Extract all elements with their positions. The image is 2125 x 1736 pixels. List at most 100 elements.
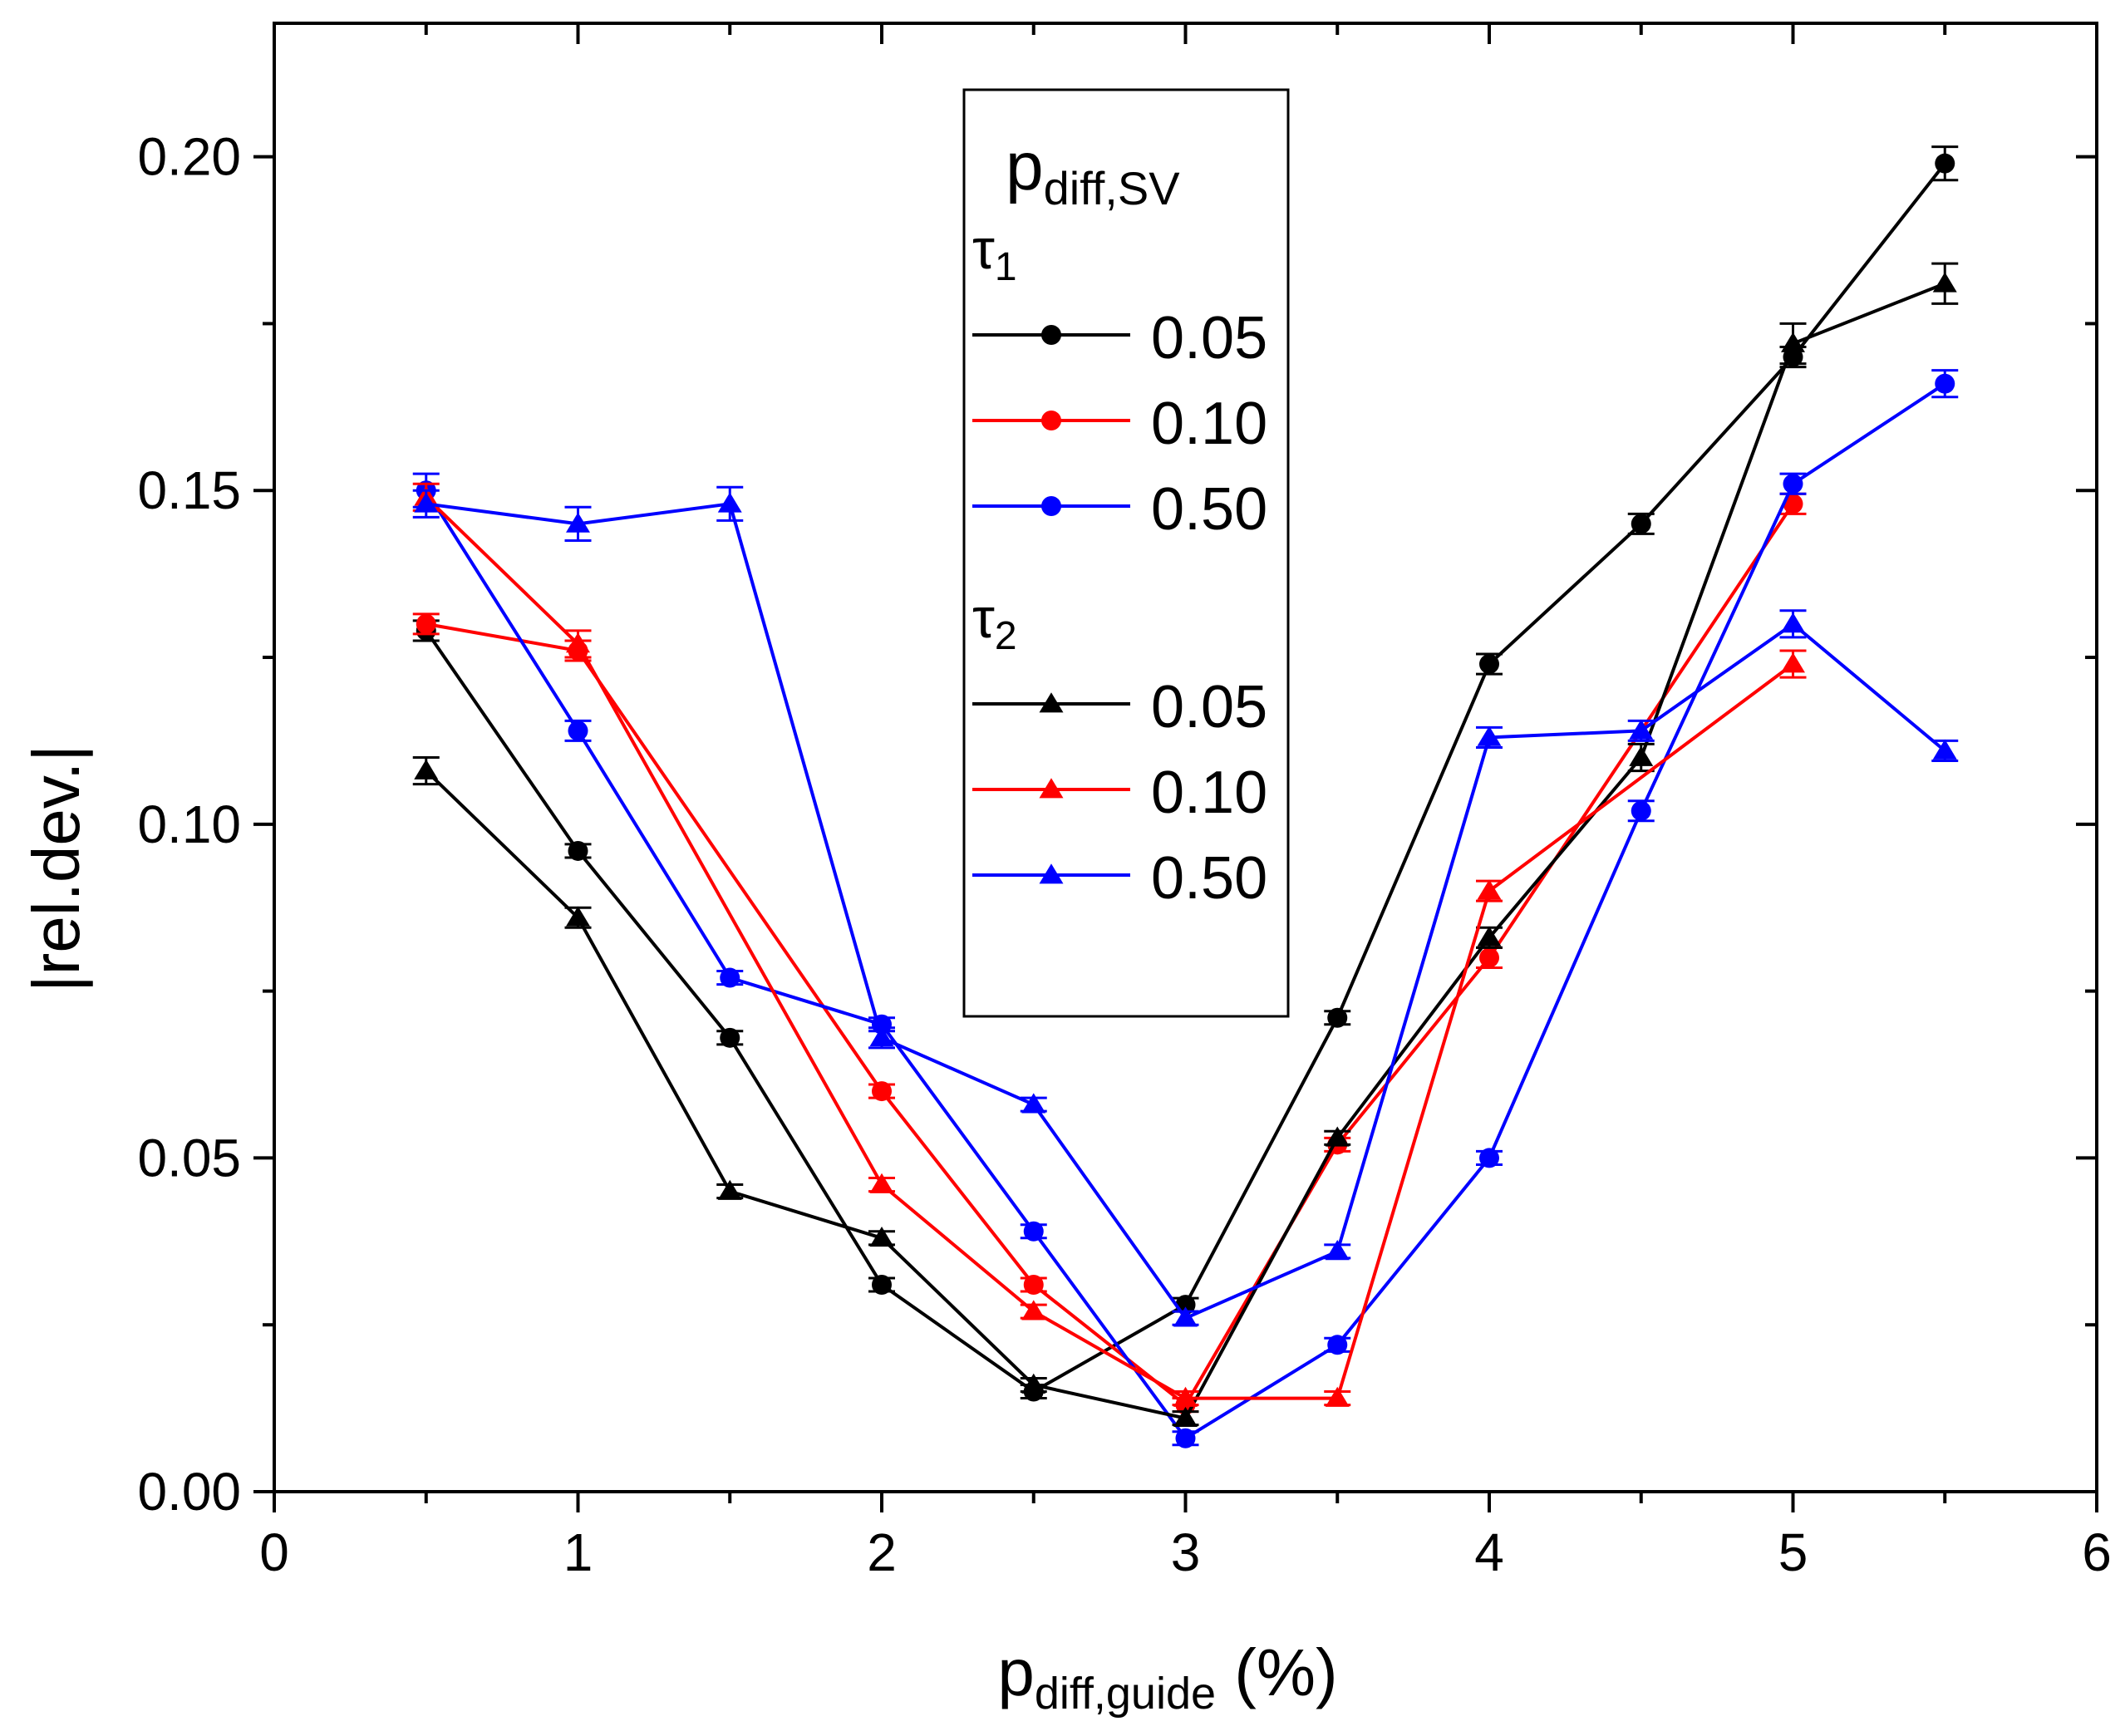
legend-group-label-sub: 1 [995, 245, 1017, 289]
series-5-point [1781, 652, 1805, 673]
series-2-point [1023, 1275, 1044, 1296]
legend-entry-label: 0.10 [1151, 760, 1267, 826]
series-6-point [1932, 739, 1957, 760]
legend-group-label: τ1 [972, 218, 1017, 289]
series-1-point [1327, 1007, 1348, 1028]
legend-title: pdiff,SV [1006, 129, 1180, 214]
series-6-point [1477, 725, 1502, 746]
series-6-point [566, 512, 590, 533]
legend-swatch-marker [1039, 863, 1064, 884]
series-6-point [414, 492, 439, 513]
y-axis-title: |rel.dev.| [19, 745, 93, 992]
series-3-point [1023, 1221, 1044, 1242]
series-3-point [568, 720, 588, 741]
x-tick-label: 1 [563, 1522, 593, 1582]
series-5-point [1021, 1300, 1046, 1320]
series-5-point [1477, 879, 1502, 900]
series-4-point [1629, 745, 1654, 766]
series-3-point [1935, 373, 1955, 394]
series-4-point [1932, 272, 1957, 293]
series-6-point [1629, 719, 1654, 740]
y-tick-label: 0.10 [137, 794, 241, 854]
series-4-point [1325, 1126, 1350, 1147]
series-4-point [1021, 1373, 1046, 1394]
series-6 [412, 485, 1959, 1327]
series-3 [412, 369, 1959, 1448]
series-4-point [1477, 926, 1502, 947]
legend-entry-label: 0.50 [1151, 476, 1267, 543]
legend-swatch-marker [1041, 325, 1061, 345]
series-3-point [1631, 800, 1651, 821]
legend-entry-label: 0.05 [1151, 674, 1267, 740]
legend-box [962, 88, 1290, 1018]
x-tick-label: 6 [2082, 1522, 2112, 1582]
legend-title-main: p [1006, 129, 1044, 204]
series-4 [412, 262, 1959, 1427]
series-6-point [717, 492, 742, 513]
series-5-point [566, 632, 590, 653]
x-axis-title: pdiff,guide (%) [997, 1635, 1337, 1719]
series-5-line [425, 495, 1794, 1400]
series-3-point [1327, 1335, 1348, 1355]
series-2-point [416, 613, 436, 634]
legend-entry: 0.10 [972, 391, 1267, 457]
legend-entry: 0.50 [972, 845, 1267, 912]
x-tick-label: 3 [1171, 1522, 1201, 1582]
series-5-point [1173, 1386, 1198, 1407]
series-4-point [1781, 332, 1805, 352]
series-3-point [1783, 474, 1803, 494]
series-4-point [566, 906, 590, 927]
series-4-point [869, 1226, 894, 1247]
x-axis-title-unit: (%) [1216, 1635, 1338, 1709]
series-6-point [1781, 612, 1805, 633]
x-tick-label: 5 [1778, 1522, 1808, 1582]
series-2-point [1783, 494, 1803, 514]
legend-group-label-main: τ [972, 587, 995, 650]
legend-entry: 0.10 [972, 760, 1267, 826]
legend-swatch-marker [1039, 692, 1064, 713]
series-5 [412, 482, 1807, 1407]
series-6-point [1325, 1240, 1350, 1261]
series-2-point [1479, 947, 1499, 968]
series-6-point [1173, 1306, 1198, 1327]
series-4-point [717, 1179, 742, 1200]
legend-swatch-marker [1039, 778, 1064, 799]
legend-group-label-main: τ [972, 218, 995, 281]
legend-entry: 0.05 [972, 305, 1267, 371]
legend-group-label-sub: 2 [995, 614, 1017, 658]
series-2-line [425, 503, 1795, 1407]
series-layer [412, 145, 1959, 1448]
legend-entry: 0.05 [972, 674, 1267, 740]
x-tick-label: 2 [867, 1522, 897, 1582]
series-4-point [1173, 1406, 1198, 1427]
legend-group-label: τ2 [972, 587, 1017, 658]
series-1-point [568, 840, 588, 861]
y-tick-label: 0.00 [137, 1462, 241, 1522]
series-1-point [1479, 654, 1499, 675]
y-tick-label: 0.20 [137, 127, 241, 187]
series-2-point [872, 1081, 892, 1102]
ticks [253, 23, 2098, 1512]
x-tick-label: 4 [1474, 1522, 1504, 1582]
series-6-point [869, 1026, 894, 1047]
series-3-point [1479, 1148, 1499, 1168]
legend-swatch-marker [1041, 411, 1061, 430]
x-axis-title-sub: diff,guide [1035, 1669, 1216, 1719]
legend-entry: 0.50 [972, 476, 1267, 543]
series-4-point [414, 759, 439, 779]
legend-entry-label: 0.50 [1151, 845, 1267, 912]
legend-title-sub: diff,SV [1044, 162, 1181, 214]
x-tick-label: 0 [259, 1522, 289, 1582]
axes-layer: 0 1 2 3 4 5 6 0.00 0.05 0.10 0.15 0.20 [137, 22, 2112, 1582]
series-1-point [1935, 153, 1955, 174]
series-6-point [1021, 1093, 1046, 1114]
y-tick-label: 0.15 [137, 460, 241, 520]
series-3-point [720, 967, 740, 988]
series-3-point [1175, 1428, 1196, 1448]
legend-swatch-marker [1041, 496, 1061, 516]
series-5-point [1325, 1386, 1350, 1407]
series-1-point [872, 1275, 892, 1296]
series-5-point [869, 1173, 894, 1193]
